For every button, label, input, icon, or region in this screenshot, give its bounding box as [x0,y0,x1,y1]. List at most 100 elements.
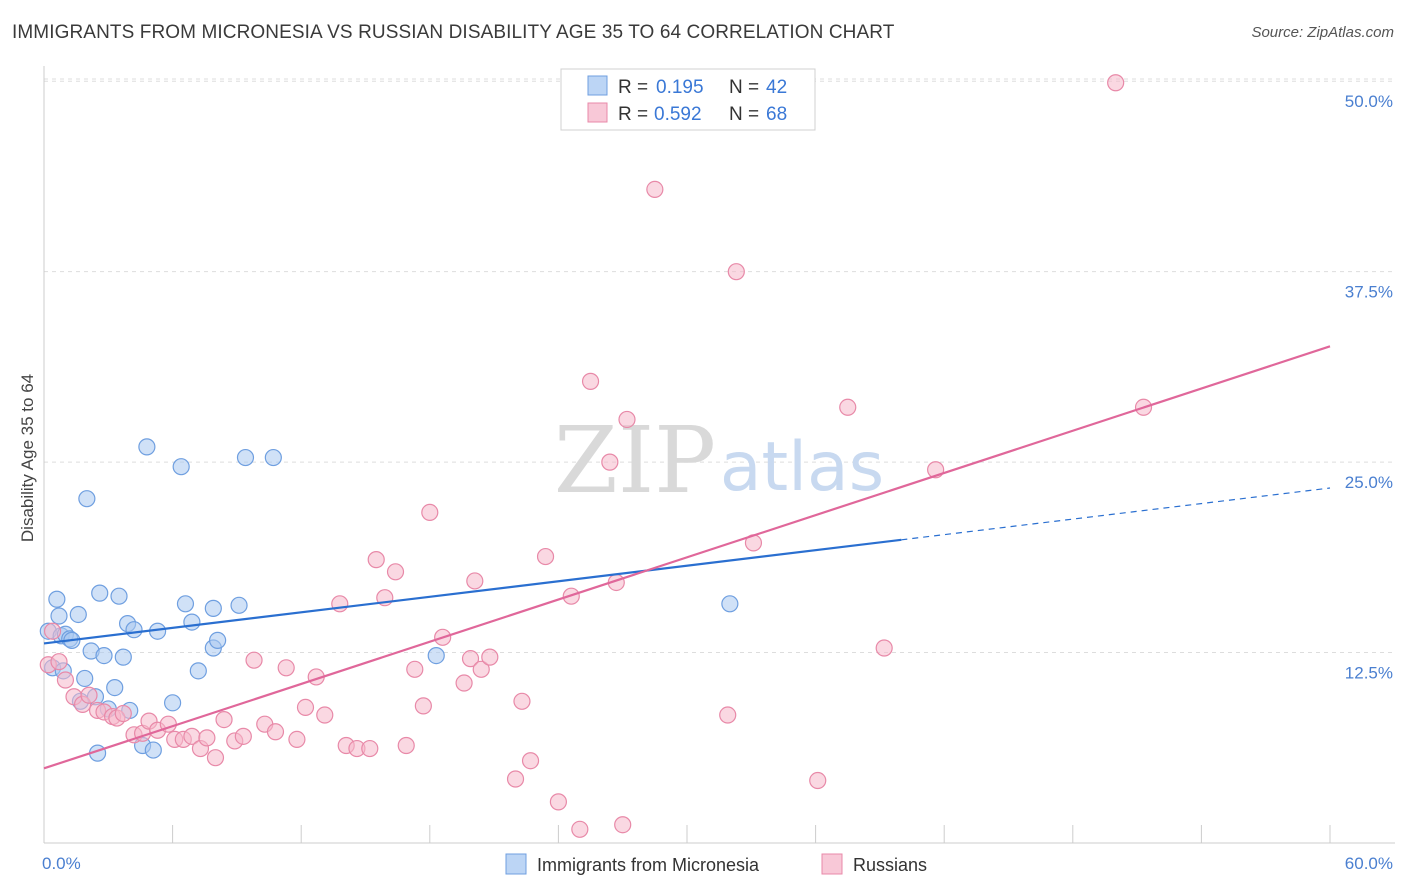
axes [43,66,1395,844]
y-tick-label-1: 25.0% [1345,473,1393,492]
russians-point-61 [614,816,632,834]
legend-n-label-0: N = [729,77,759,98]
micronesia-trend-line [43,538,902,645]
russians-point-50 [481,648,499,666]
russians-point-29 [277,659,295,677]
russians-point-67 [809,771,827,790]
russians-point-37 [361,739,379,758]
russians-point-68 [839,398,857,416]
russians-point-58 [581,372,600,390]
micronesia-point-32 [183,613,201,631]
chart-title: IMMIGRANTS FROM MICRONESIA VS RUSSIAN DI… [12,22,895,43]
russians-trend-line [43,345,1331,770]
russians-point-57 [571,820,589,838]
russians-point-51 [506,770,525,788]
micronesia-point-17 [95,647,113,665]
micronesia-point-27 [144,741,162,759]
micronesia-point-37 [230,596,248,614]
micronesia-point-35 [204,599,222,617]
russians-point-48 [466,572,484,590]
russians-point-6 [80,686,98,704]
russians-point-55 [549,793,568,811]
legend-n-value-0: 42 [766,77,787,98]
russians-point-64 [719,706,737,724]
tick-labels: 12.5% 25.0% 37.5% 50.0% 0.0% 60.0% [42,92,1393,873]
micronesia-point-3 [50,607,68,625]
micronesia-point-16 [91,584,109,602]
russians-point-63 [646,180,664,199]
bottom-legend: Immigrants from Micronesia Russians [505,853,927,875]
legend-r-label-1: R = [618,104,648,125]
micronesia-point-12 [78,490,96,508]
russians-point-33 [316,706,334,724]
russians-point-3 [56,671,75,689]
micronesia-point-33 [189,662,207,680]
micronesia-point-26 [138,438,156,456]
micronesia-point-36 [209,631,227,649]
legend-r-label-0: R = [618,77,648,98]
legend-n-label-1: N = [729,104,759,125]
trend-lines [43,345,1331,770]
micronesia-point-20 [110,587,128,605]
russians-point-31 [296,698,315,717]
russians-point-69 [875,639,893,657]
bottom-legend-swatch-pink [821,853,843,875]
russians-point-47 [461,650,480,668]
watermark-zip: ZIP [554,407,716,514]
russians-point-26 [245,651,263,669]
micronesia-trend-extension [901,487,1331,541]
russians-point-11 [114,704,132,723]
micronesia-point-38 [236,448,255,467]
russians-point-53 [521,752,540,770]
micronesia-point-21 [114,648,132,666]
micronesia-point-11 [76,669,94,688]
series-russians-points [39,74,1153,838]
russians-point-59 [601,453,619,471]
watermark: ZIP atlas [554,407,884,514]
bottom-legend-label-blue: Immigrants from Micronesia [537,855,760,875]
legend-box: R = 0.195 N = 42 R = 0.592 N = 68 [560,68,816,131]
micronesia-point-2 [48,590,66,608]
micronesia-point-29 [164,694,182,712]
russians-point-49 [472,660,490,678]
russians-point-46 [455,674,473,692]
russians-point-43 [414,697,432,715]
micronesia-point-40 [427,647,445,665]
legend-swatch-pink [587,102,608,123]
micronesia-point-41 [721,595,739,613]
x-tick-label-1: 60.0% [1345,854,1393,873]
russians-point-40 [386,563,405,581]
russians-point-22 [206,749,225,767]
legend-r-value-0: 0.195 [656,77,704,98]
y-tick-label-3: 50.0% [1345,92,1393,111]
russians-point-71 [1107,74,1125,92]
x-tick-label-0: 0.0% [42,854,81,873]
russians-point-44 [421,503,439,521]
russians-point-23 [215,710,233,729]
micronesia-point-19 [106,678,124,697]
bottom-legend-swatch-blue [505,853,527,875]
russians-point-65 [727,263,745,281]
watermark-atlas: atlas [720,428,884,507]
micronesia-point-24 [125,621,143,639]
y-tick-label-0: 12.5% [1345,664,1393,683]
micronesia-point-9 [69,605,87,624]
russians-point-1 [43,622,62,640]
grid-lines [44,78,1395,654]
y-tick-label-2: 37.5% [1345,283,1393,302]
micronesia-point-31 [176,595,195,613]
russians-point-21 [198,729,216,747]
russians-point-41 [397,736,415,755]
source-credit: Source: ZipAtlas.com [1251,24,1394,41]
bottom-legend-label-pink: Russians [853,855,927,875]
russians-point-42 [406,660,424,678]
russians-point-52 [513,692,531,710]
russians-point-30 [288,730,306,749]
russians-point-38 [367,551,385,569]
legend-r-value-1: 0.592 [654,104,702,125]
russians-point-28 [266,723,285,741]
russians-point-25 [234,727,252,745]
y-axis-label: Disability Age 35 to 64 [18,374,37,542]
russians-point-2 [50,653,68,671]
micronesia-point-39 [264,448,282,467]
